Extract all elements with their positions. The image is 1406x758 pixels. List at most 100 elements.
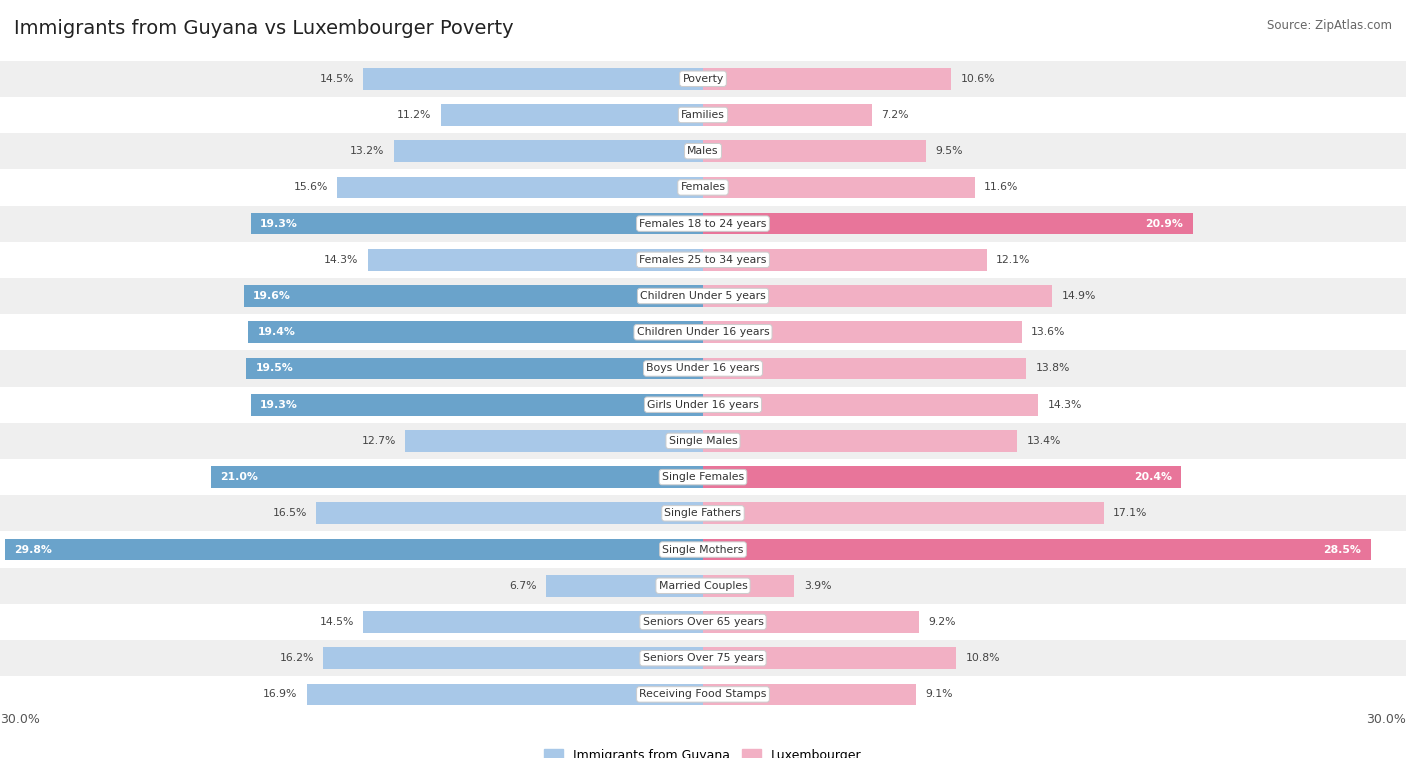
Bar [0, 640, 1406, 676]
Bar [0, 387, 1406, 423]
Bar [703, 285, 1052, 307]
Text: 9.2%: 9.2% [928, 617, 956, 627]
Bar [703, 394, 1038, 415]
Bar [368, 249, 703, 271]
Text: 19.5%: 19.5% [256, 364, 294, 374]
Bar [405, 430, 703, 452]
Text: 14.5%: 14.5% [319, 74, 354, 83]
Text: Children Under 5 years: Children Under 5 years [640, 291, 766, 301]
Text: Families: Families [681, 110, 725, 120]
Text: Single Fathers: Single Fathers [665, 509, 741, 518]
Bar [363, 611, 703, 633]
Bar [249, 321, 703, 343]
Text: 19.3%: 19.3% [260, 218, 298, 229]
Text: Poverty: Poverty [682, 74, 724, 83]
Text: 29.8%: 29.8% [14, 544, 52, 555]
Bar [250, 394, 703, 415]
Text: Single Females: Single Females [662, 472, 744, 482]
Text: 14.5%: 14.5% [319, 617, 354, 627]
Bar [703, 249, 987, 271]
Text: Single Mothers: Single Mothers [662, 544, 744, 555]
Bar [211, 466, 703, 488]
Bar [703, 140, 925, 162]
Text: 10.8%: 10.8% [966, 653, 1000, 663]
Text: Single Males: Single Males [669, 436, 737, 446]
Bar [307, 684, 703, 705]
Text: 19.3%: 19.3% [260, 399, 298, 409]
Text: 11.6%: 11.6% [984, 183, 1018, 193]
Bar [394, 140, 703, 162]
Bar [703, 68, 952, 89]
Text: 11.2%: 11.2% [396, 110, 432, 120]
Text: 16.5%: 16.5% [273, 509, 307, 518]
Bar [316, 503, 703, 525]
Text: 30.0%: 30.0% [1367, 713, 1406, 725]
Text: 3.9%: 3.9% [804, 581, 831, 590]
Bar [703, 503, 1104, 525]
Text: 28.5%: 28.5% [1323, 544, 1361, 555]
Bar [703, 611, 918, 633]
Bar [0, 314, 1406, 350]
Bar [0, 676, 1406, 713]
Bar [0, 242, 1406, 278]
Bar [703, 104, 872, 126]
Bar [703, 177, 974, 199]
Bar [0, 205, 1406, 242]
Bar [703, 575, 794, 597]
Bar [546, 575, 703, 597]
Text: 14.3%: 14.3% [325, 255, 359, 265]
Text: 20.4%: 20.4% [1133, 472, 1171, 482]
Bar [0, 61, 1406, 97]
Text: 19.4%: 19.4% [257, 327, 295, 337]
Text: 7.2%: 7.2% [882, 110, 908, 120]
Bar [0, 97, 1406, 133]
Text: 17.1%: 17.1% [1114, 509, 1147, 518]
Text: Females 18 to 24 years: Females 18 to 24 years [640, 218, 766, 229]
Bar [250, 213, 703, 234]
Bar [703, 430, 1017, 452]
Bar [4, 539, 703, 560]
Bar [0, 568, 1406, 604]
Bar [0, 278, 1406, 314]
Text: 9.5%: 9.5% [935, 146, 963, 156]
Text: 13.8%: 13.8% [1036, 364, 1070, 374]
Text: 16.9%: 16.9% [263, 690, 298, 700]
Bar [0, 495, 1406, 531]
Text: Females 25 to 34 years: Females 25 to 34 years [640, 255, 766, 265]
Bar [703, 647, 956, 669]
Bar [440, 104, 703, 126]
Bar [337, 177, 703, 199]
Bar [703, 539, 1371, 560]
Text: 10.6%: 10.6% [960, 74, 995, 83]
Bar [323, 647, 703, 669]
Bar [703, 684, 917, 705]
Text: Males: Males [688, 146, 718, 156]
Text: 13.6%: 13.6% [1031, 327, 1066, 337]
Bar [703, 321, 1022, 343]
Text: 9.1%: 9.1% [925, 690, 953, 700]
Text: 19.6%: 19.6% [253, 291, 291, 301]
Text: Immigrants from Guyana vs Luxembourger Poverty: Immigrants from Guyana vs Luxembourger P… [14, 19, 513, 38]
Text: Seniors Over 75 years: Seniors Over 75 years [643, 653, 763, 663]
Text: 12.1%: 12.1% [995, 255, 1031, 265]
Text: Girls Under 16 years: Girls Under 16 years [647, 399, 759, 409]
Text: Married Couples: Married Couples [658, 581, 748, 590]
Bar [703, 358, 1026, 379]
Bar [0, 350, 1406, 387]
Text: 13.2%: 13.2% [350, 146, 384, 156]
Bar [703, 466, 1181, 488]
Text: 14.3%: 14.3% [1047, 399, 1081, 409]
Text: Receiving Food Stamps: Receiving Food Stamps [640, 690, 766, 700]
Text: 20.9%: 20.9% [1146, 218, 1184, 229]
Text: Boys Under 16 years: Boys Under 16 years [647, 364, 759, 374]
Text: 14.9%: 14.9% [1062, 291, 1095, 301]
Bar [703, 213, 1192, 234]
Bar [0, 531, 1406, 568]
Text: Children Under 16 years: Children Under 16 years [637, 327, 769, 337]
Text: 21.0%: 21.0% [221, 472, 259, 482]
Text: 16.2%: 16.2% [280, 653, 314, 663]
Bar [0, 169, 1406, 205]
Text: 12.7%: 12.7% [361, 436, 396, 446]
Bar [0, 459, 1406, 495]
Text: Females: Females [681, 183, 725, 193]
